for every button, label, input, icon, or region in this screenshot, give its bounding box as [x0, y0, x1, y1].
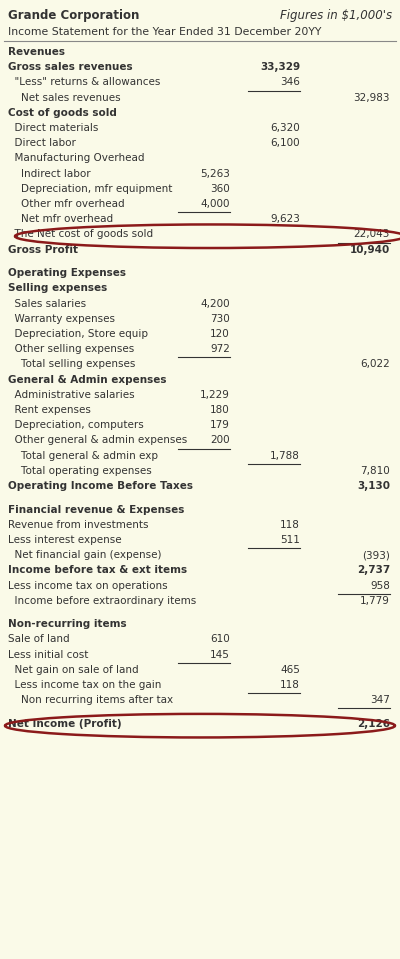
Text: Revenues: Revenues: [8, 47, 65, 57]
Text: 958: 958: [370, 580, 390, 591]
Text: Total general & admin exp: Total general & admin exp: [8, 451, 158, 460]
Text: Manufacturing Overhead: Manufacturing Overhead: [8, 153, 144, 163]
Text: 1,229: 1,229: [200, 389, 230, 400]
Text: (393): (393): [362, 550, 390, 560]
Text: 33,329: 33,329: [260, 62, 300, 72]
Text: 4,200: 4,200: [200, 298, 230, 309]
Text: Other selling expenses: Other selling expenses: [8, 344, 134, 354]
Text: Sale of land: Sale of land: [8, 635, 70, 644]
Text: Selling expenses: Selling expenses: [8, 283, 107, 293]
Text: 179: 179: [210, 420, 230, 431]
Text: Cost of goods sold: Cost of goods sold: [8, 107, 117, 118]
Text: Financial revenue & Expenses: Financial revenue & Expenses: [8, 504, 184, 515]
Text: Less interest expense: Less interest expense: [8, 535, 122, 545]
Text: 360: 360: [210, 184, 230, 194]
Text: 1,779: 1,779: [360, 596, 390, 606]
Text: Net Income (Profit): Net Income (Profit): [8, 719, 122, 729]
Text: Rent expenses: Rent expenses: [8, 405, 91, 415]
Text: Income Statement for the Year Ended 31 December 20YY: Income Statement for the Year Ended 31 D…: [8, 27, 321, 37]
Text: 465: 465: [280, 665, 300, 675]
Text: 511: 511: [280, 535, 300, 545]
Text: Gross Profit: Gross Profit: [8, 245, 78, 254]
Text: 1,788: 1,788: [270, 451, 300, 460]
Text: Less income tax on operations: Less income tax on operations: [8, 580, 168, 591]
Text: Other general & admin expenses: Other general & admin expenses: [8, 435, 187, 445]
Text: 6,100: 6,100: [270, 138, 300, 149]
Text: Figures in $1,000's: Figures in $1,000's: [280, 9, 392, 22]
Text: 610: 610: [210, 635, 230, 644]
Text: 972: 972: [210, 344, 230, 354]
Text: Administrative salaries: Administrative salaries: [8, 389, 135, 400]
Text: 120: 120: [210, 329, 230, 339]
Text: Total selling expenses: Total selling expenses: [8, 360, 135, 369]
Text: Warranty expenses: Warranty expenses: [8, 314, 115, 324]
Text: 346: 346: [280, 78, 300, 87]
Text: Revenue from investments: Revenue from investments: [8, 520, 148, 529]
Text: Operating Expenses: Operating Expenses: [8, 269, 126, 278]
Text: 2,126: 2,126: [357, 719, 390, 729]
Text: 3,130: 3,130: [357, 481, 390, 491]
Text: Direct materials: Direct materials: [8, 123, 98, 133]
Text: General & Admin expenses: General & Admin expenses: [8, 375, 166, 385]
Text: Less initial cost: Less initial cost: [8, 649, 88, 660]
Text: 200: 200: [210, 435, 230, 445]
Text: 6,320: 6,320: [270, 123, 300, 133]
Text: Direct labor: Direct labor: [8, 138, 76, 149]
Text: 4,000: 4,000: [200, 199, 230, 209]
Text: Depreciation, Store equip: Depreciation, Store equip: [8, 329, 148, 339]
Text: Other mfr overhead: Other mfr overhead: [8, 199, 125, 209]
Text: Net financial gain (expense): Net financial gain (expense): [8, 550, 162, 560]
Text: 347: 347: [370, 695, 390, 705]
Text: Income before extraordinary items: Income before extraordinary items: [8, 596, 196, 606]
Text: Net gain on sale of land: Net gain on sale of land: [8, 665, 139, 675]
Text: Net mfr overhead: Net mfr overhead: [8, 214, 113, 224]
Text: Total operating expenses: Total operating expenses: [8, 466, 152, 476]
Text: 2,737: 2,737: [357, 565, 390, 575]
Text: 6,022: 6,022: [360, 360, 390, 369]
Text: 32,983: 32,983: [354, 93, 390, 103]
Text: Indirect labor: Indirect labor: [8, 169, 91, 178]
Text: 10,940: 10,940: [350, 245, 390, 254]
Text: 22,043: 22,043: [354, 229, 390, 240]
Text: Income before tax & ext items: Income before tax & ext items: [8, 565, 187, 575]
Text: 5,263: 5,263: [200, 169, 230, 178]
Text: Less income tax on the gain: Less income tax on the gain: [8, 680, 161, 690]
Text: 7,810: 7,810: [360, 466, 390, 476]
Text: Non recurring items after tax: Non recurring items after tax: [8, 695, 173, 705]
Text: 118: 118: [280, 680, 300, 690]
Text: Sales salaries: Sales salaries: [8, 298, 86, 309]
Text: Net sales revenues: Net sales revenues: [8, 93, 121, 103]
Text: 118: 118: [280, 520, 300, 529]
Text: Gross sales revenues: Gross sales revenues: [8, 62, 133, 72]
Text: The Net cost of goods sold: The Net cost of goods sold: [8, 229, 153, 240]
Text: 9,623: 9,623: [270, 214, 300, 224]
Text: Depreciation, computers: Depreciation, computers: [8, 420, 144, 431]
Text: Non-recurring items: Non-recurring items: [8, 620, 127, 629]
Text: Grande Corporation: Grande Corporation: [8, 9, 139, 22]
Text: Operating Income Before Taxes: Operating Income Before Taxes: [8, 481, 193, 491]
Text: Depreciation, mfr equipment: Depreciation, mfr equipment: [8, 184, 172, 194]
Text: "Less" returns & allowances: "Less" returns & allowances: [8, 78, 160, 87]
Text: 180: 180: [210, 405, 230, 415]
Text: 730: 730: [210, 314, 230, 324]
Text: 145: 145: [210, 649, 230, 660]
